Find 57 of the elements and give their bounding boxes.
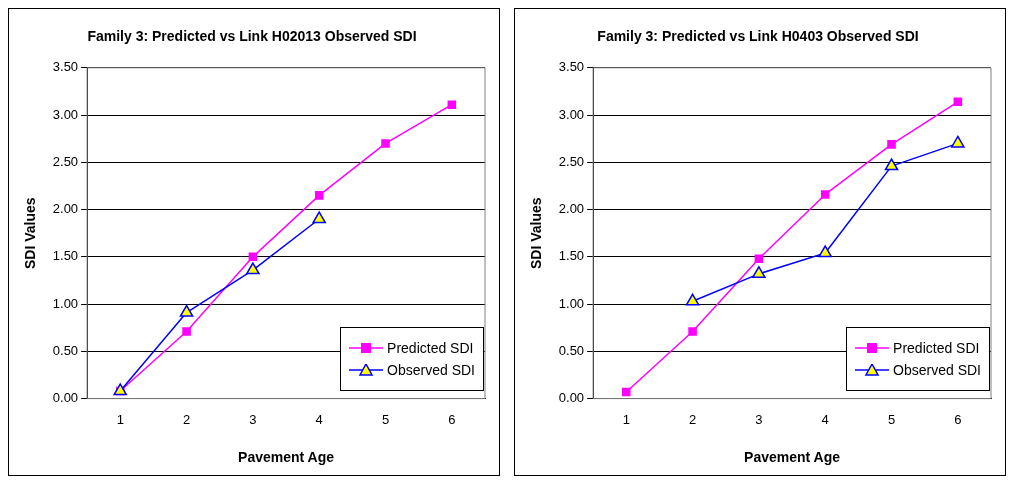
x-tick-label: 3 <box>755 411 763 427</box>
y-tick-label: 2.00 <box>52 201 79 217</box>
point <box>381 139 390 148</box>
legend-label: Observed SDI <box>387 361 475 378</box>
point <box>818 245 833 258</box>
x-axis-title: Pavement Age <box>744 449 841 466</box>
y-tick-label: 0.50 <box>558 342 585 358</box>
point <box>246 262 260 275</box>
point <box>951 135 965 148</box>
point <box>182 327 191 336</box>
y-tick-label: 1.00 <box>558 295 585 311</box>
y-tick-label: 3.00 <box>52 106 79 122</box>
x-axis-title: Pavement Age <box>238 449 335 466</box>
point <box>884 158 899 171</box>
y-tick-label: 2.50 <box>52 153 79 169</box>
x-tick-label: 5 <box>381 411 390 427</box>
point <box>953 97 963 107</box>
point <box>820 190 830 199</box>
point <box>314 191 324 200</box>
point <box>752 266 766 279</box>
y-axis-title: SDI Values <box>22 197 39 269</box>
y-tick-label: 3.50 <box>558 59 585 75</box>
y-tick-label: 1.00 <box>52 295 79 311</box>
y-tick-label: 2.00 <box>558 201 585 217</box>
x-tick-label: 5 <box>887 411 896 427</box>
y-tick-label: 3.00 <box>558 106 585 122</box>
x-tick-label: 2 <box>688 411 697 427</box>
chart-title: Family 3: Predicted vs Link H0403 Observed SDI <box>597 28 919 45</box>
point <box>179 304 194 317</box>
legend-label: Predicted SDI <box>387 339 474 356</box>
y-tick-label: 0.00 <box>558 390 585 406</box>
legend-label: Observed SDI <box>893 361 981 378</box>
x-tick-label: 4 <box>821 411 829 427</box>
x-tick-label: 3 <box>249 411 257 427</box>
x-tick-label: 4 <box>315 411 323 427</box>
y-tick-label: 1.50 <box>558 248 585 264</box>
legend-label: Predicted SDI <box>893 339 980 356</box>
x-tick-label: 1 <box>116 411 124 427</box>
point <box>621 387 631 397</box>
y-tick-label: 3.50 <box>52 59 79 75</box>
point <box>887 140 896 149</box>
chart-title: Family 3: Predicted vs Link H02013 Observed SDI <box>87 28 417 45</box>
y-tick-label: 0.50 <box>52 342 79 358</box>
x-tick-label: 6 <box>448 411 456 427</box>
x-tick-label: 2 <box>182 411 191 427</box>
point <box>248 252 258 262</box>
point <box>754 254 764 263</box>
point <box>312 211 327 224</box>
y-axis-title: SDI Values <box>528 197 545 269</box>
y-tick-label: 0.00 <box>52 390 79 406</box>
y-tick-label: 1.50 <box>52 248 79 264</box>
point <box>447 100 457 109</box>
y-tick-label: 2.50 <box>558 153 585 169</box>
point <box>685 293 700 306</box>
x-tick-label: 1 <box>622 411 630 427</box>
point <box>688 327 697 336</box>
x-tick-label: 6 <box>954 411 962 427</box>
